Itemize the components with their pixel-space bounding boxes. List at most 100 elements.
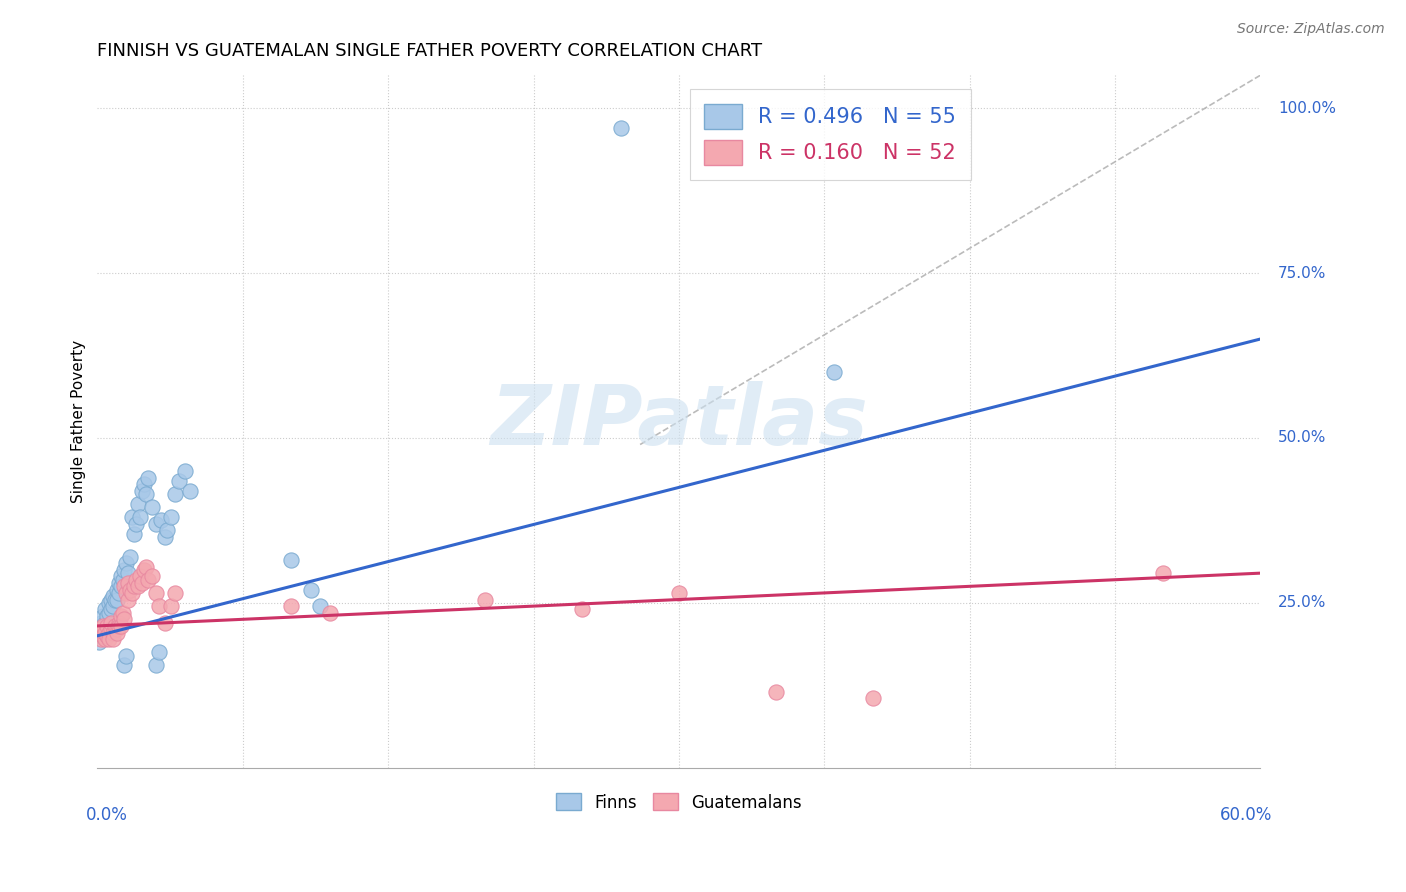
Point: [117, 592, 139, 607]
Point: [98, 625, 121, 640]
Point: [160, 510, 183, 524]
Point: [153, 615, 176, 630]
Point: [571, 602, 593, 616]
Point: [101, 589, 124, 603]
Point: [100, 592, 122, 607]
Point: [117, 576, 139, 591]
Point: [120, 549, 142, 564]
Point: [94, 625, 117, 640]
Point: [173, 464, 195, 478]
Text: 0.0%: 0.0%: [86, 805, 128, 824]
Point: [1153, 566, 1175, 581]
Point: [163, 586, 186, 600]
Point: [107, 576, 129, 591]
Point: [91, 619, 114, 633]
Point: [91, 619, 114, 633]
Point: [111, 606, 134, 620]
Text: ZIPatlas: ZIPatlas: [489, 381, 868, 462]
Point: [668, 586, 690, 600]
Point: [96, 609, 118, 624]
Point: [94, 602, 117, 616]
Point: [153, 530, 176, 544]
Point: [148, 645, 170, 659]
Point: [110, 609, 132, 624]
Point: [117, 566, 139, 581]
Point: [107, 615, 129, 630]
Point: [115, 586, 138, 600]
Point: [96, 619, 118, 633]
Point: [125, 573, 148, 587]
Point: [129, 510, 152, 524]
Point: [105, 582, 128, 597]
Point: [122, 579, 145, 593]
Point: [132, 477, 155, 491]
Point: [98, 632, 121, 646]
Point: [110, 619, 132, 633]
Point: [127, 497, 149, 511]
Point: [89, 625, 111, 640]
Point: [136, 470, 159, 484]
Point: [319, 606, 342, 620]
Text: FINNISH VS GUATEMALAN SINGLE FATHER POVERTY CORRELATION CHART: FINNISH VS GUATEMALAN SINGLE FATHER POVE…: [97, 42, 762, 60]
Point: [90, 622, 112, 636]
Point: [131, 483, 153, 498]
Point: [114, 579, 136, 593]
Point: [609, 120, 631, 135]
Point: [131, 576, 153, 591]
Point: [145, 516, 167, 531]
Point: [101, 599, 124, 614]
Point: [114, 563, 136, 577]
Point: [150, 513, 173, 527]
Point: [105, 592, 128, 607]
Point: [127, 579, 149, 593]
Point: [107, 619, 129, 633]
Point: [309, 599, 332, 614]
Point: [110, 569, 132, 583]
Point: [167, 474, 190, 488]
Point: [107, 586, 129, 600]
Point: [91, 609, 114, 624]
Point: [474, 592, 496, 607]
Text: Source: ZipAtlas.com: Source: ZipAtlas.com: [1237, 22, 1385, 37]
Point: [129, 569, 152, 583]
Point: [90, 615, 112, 630]
Point: [160, 599, 183, 614]
Text: 60.0%: 60.0%: [1219, 805, 1272, 824]
Point: [862, 691, 884, 706]
Point: [90, 632, 112, 646]
Point: [765, 685, 787, 699]
Text: 25.0%: 25.0%: [1278, 595, 1326, 610]
Text: 75.0%: 75.0%: [1278, 266, 1326, 281]
Point: [101, 632, 124, 646]
Point: [163, 487, 186, 501]
Point: [98, 596, 121, 610]
Text: 50.0%: 50.0%: [1278, 431, 1326, 445]
Point: [148, 599, 170, 614]
Point: [100, 622, 122, 636]
Point: [145, 586, 167, 600]
Point: [104, 619, 127, 633]
Point: [89, 635, 111, 649]
Point: [135, 487, 157, 501]
Point: [101, 625, 124, 640]
Point: [90, 629, 112, 643]
Point: [115, 556, 138, 570]
Point: [156, 523, 179, 537]
Point: [105, 625, 128, 640]
Point: [111, 573, 134, 587]
Point: [100, 602, 122, 616]
Point: [104, 592, 127, 607]
Point: [96, 629, 118, 643]
Point: [100, 615, 122, 630]
Point: [94, 632, 117, 646]
Point: [141, 500, 163, 515]
Point: [91, 629, 114, 643]
Point: [280, 599, 302, 614]
Point: [121, 510, 143, 524]
Point: [105, 622, 128, 636]
Text: 100.0%: 100.0%: [1278, 101, 1336, 116]
Point: [299, 582, 322, 597]
Point: [96, 619, 118, 633]
Legend: Finns, Guatemalans: Finns, Guatemalans: [548, 787, 808, 818]
Point: [132, 563, 155, 577]
